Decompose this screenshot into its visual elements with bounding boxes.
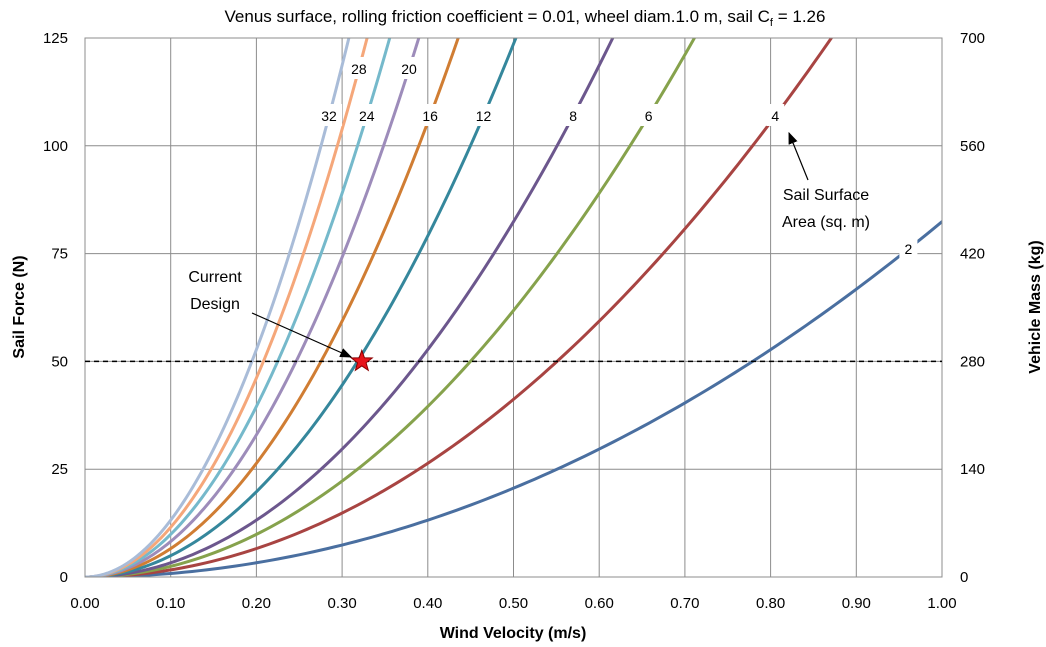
x-tick-label: 0.30: [327, 595, 356, 612]
y-axis-ticks: 0 25 50 75 100 125: [43, 30, 68, 586]
curve-label-6: 6: [645, 108, 653, 124]
curve-area-6: [85, 38, 697, 577]
y2-tick-label: 420: [960, 246, 985, 263]
y-tick-label: 75: [51, 246, 68, 263]
curve-label-8: 8: [569, 108, 577, 124]
plot-frame: [84, 37, 943, 578]
curve-label-bg: [353, 104, 380, 126]
y-tick-label: 0: [60, 569, 68, 586]
area-annotation-line1: Sail Surface: [783, 187, 869, 204]
y-tick-label: 50: [51, 353, 68, 370]
y2-tick-label: 280: [960, 353, 985, 370]
curve-label-bg: [345, 57, 372, 79]
x-tick-label: 0.20: [242, 595, 271, 612]
y2-tick-label: 140: [960, 461, 985, 478]
area-annotation-arrow: [788, 131, 809, 181]
chart-title-subscript: f: [770, 17, 774, 29]
curves: [85, 38, 942, 577]
curve-label-bg: [417, 104, 444, 126]
curve-area-28: [85, 38, 369, 577]
curve-label-bg: [396, 57, 423, 79]
curve-label-20: 20: [401, 61, 417, 77]
curve-label-bg: [316, 104, 343, 126]
curve-label-2: 2: [905, 241, 913, 257]
y2-axis-ticks: 0 140 280 420 560 700: [960, 30, 985, 586]
current-design-label-line1: Current: [188, 269, 242, 286]
curve-label-12: 12: [476, 108, 492, 124]
x-tick-label: 0.80: [756, 595, 785, 612]
curve-label-4: 4: [771, 108, 779, 124]
x-axis-ticks: 0.00 0.10 0.20 0.30 0.40 0.50 0.60 0.70 0.80 0.90…: [70, 595, 956, 612]
x-tick-label: 0.40: [413, 595, 442, 612]
chart-title: Venus surface, rolling friction coeffici…: [225, 7, 826, 29]
x-tick-label: 0.60: [585, 595, 614, 612]
y2-tick-label: 700: [960, 30, 985, 47]
curve-area-16: [85, 38, 460, 577]
y-tick-label: 25: [51, 461, 68, 478]
curve-area-12: [85, 38, 518, 577]
curve-label-32: 32: [321, 108, 337, 124]
x-tick-label: 0.70: [670, 595, 699, 612]
y2-tick-label: 560: [960, 138, 985, 155]
curve-area-8: [85, 38, 615, 577]
x-axis-title: Wind Velocity (m/s): [440, 625, 587, 642]
current-design-arrow: [251, 312, 353, 358]
curve-area-32: [85, 38, 351, 577]
curve-area-2: [85, 220, 942, 577]
y-tick-label: 100: [43, 138, 68, 155]
y-tick-label: 125: [43, 30, 68, 47]
y2-tick-label: 0: [960, 569, 968, 586]
x-tick-label: 1.00: [927, 595, 956, 612]
current-design-label-line2: Design: [190, 296, 240, 313]
curve-label-bg: [470, 104, 497, 126]
curve-area-24: [85, 38, 392, 577]
curve-label-bg: [639, 104, 658, 126]
curve-area-20: [85, 38, 421, 577]
y-axis-title: Sail Force (N): [11, 255, 28, 358]
curve-label-bg: [899, 237, 918, 259]
y2-axis-title: Vehicle Mass (kg): [1027, 240, 1044, 373]
x-tick-label: 0.50: [499, 595, 528, 612]
x-tick-label: 0.90: [842, 595, 871, 612]
x-tick-label: 0.10: [156, 595, 185, 612]
curve-area-4: [85, 38, 834, 577]
curve-label-bg: [564, 104, 583, 126]
current-design-star-icon: [349, 348, 374, 372]
curve-label-28: 28: [351, 61, 367, 77]
x-tick-label: 0.00: [70, 595, 99, 612]
curve-label-24: 24: [359, 108, 375, 124]
curve-label-bg: [766, 104, 785, 126]
area-annotation-line2: Area (sq. m): [782, 214, 870, 231]
curve-label-16: 16: [422, 108, 438, 124]
